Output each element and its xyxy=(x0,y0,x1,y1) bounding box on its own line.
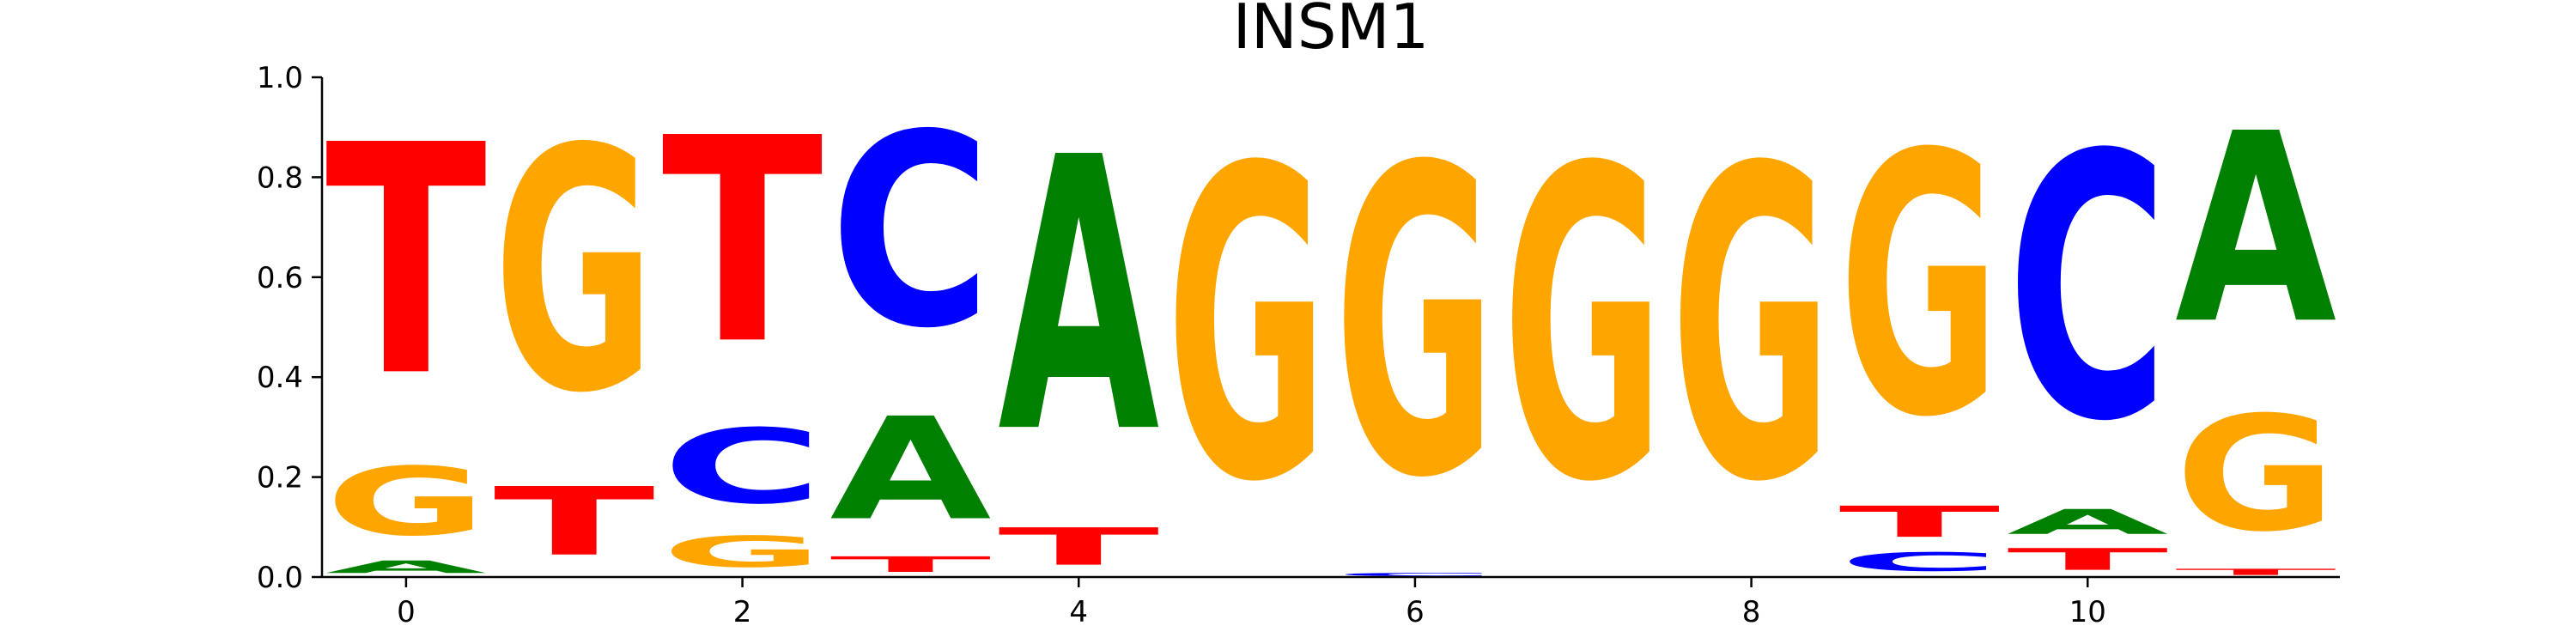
logo-letter-t-pos-11: T xyxy=(2175,567,2336,577)
logo-letter-c-pos-2: C xyxy=(662,408,823,527)
logo-letter-c-pos-6: C xyxy=(1334,572,1496,577)
logo-letter-c-pos-3: C xyxy=(829,78,991,386)
logo-letter-t-pos-4: T xyxy=(998,518,1159,577)
y-tick-label: 0.4 xyxy=(257,361,303,395)
logo-letter-a-pos-10: A xyxy=(2007,502,2168,542)
logo-letter-t-pos-10: T xyxy=(2007,543,2168,577)
logo-letter-g-pos-0: G xyxy=(325,447,487,556)
logo-letter-a-pos-3: A xyxy=(829,387,991,551)
logo-letter-c-pos-9: C xyxy=(1838,547,2000,577)
y-tick-label: 0.2 xyxy=(257,461,303,495)
y-tick-label: 0.0 xyxy=(257,561,303,595)
chart-title: INSM1 xyxy=(1233,0,1430,63)
logo-letter-c-pos-10: C xyxy=(2007,80,2168,501)
logo-letter-a-pos-11: A xyxy=(2175,78,2338,381)
x-tick-label: 6 xyxy=(1406,595,1425,629)
logo-letter-g-pos-5: G xyxy=(1166,80,1327,576)
logo-letter-g-pos-7: G xyxy=(1503,80,1664,576)
logo-letter-a-pos-0: A xyxy=(325,557,487,577)
logo-letter-t-pos-3: T xyxy=(829,552,991,577)
x-tick-label: 2 xyxy=(733,595,752,629)
x-tick-label: 4 xyxy=(1069,595,1088,629)
y-tick-label: 0.8 xyxy=(257,161,303,195)
logo-letter-t-pos-1: T xyxy=(494,467,655,576)
logo-letter-t-pos-2: T xyxy=(662,79,824,406)
x-tick-label: 0 xyxy=(397,595,416,629)
x-tick-label: 10 xyxy=(2069,595,2106,629)
logo-letter-t-pos-0: T xyxy=(325,77,488,446)
logo-letter-g-pos-9: G xyxy=(1838,79,2000,496)
logo-letter-g-pos-2: G xyxy=(662,527,823,577)
y-tick-label: 0.6 xyxy=(257,261,303,295)
logo-letter-g-pos-8: G xyxy=(1671,80,1832,576)
x-tick-label: 8 xyxy=(1742,595,1761,629)
logo-letter-g-pos-6: G xyxy=(1334,78,1496,570)
axes: 0.0 0.2 0.4 0.6 0.8 1.0 0 2 4 6 8 10 xyxy=(257,61,2340,629)
logo-letter-g-pos-1: G xyxy=(494,79,655,467)
logo-letter-t-pos-9: T xyxy=(1838,497,2000,547)
logo-letter-a-pos-4: A xyxy=(998,78,1161,515)
logo-letter-g-pos-11: G xyxy=(2175,382,2336,566)
y-tick-label: 1.0 xyxy=(257,61,303,95)
